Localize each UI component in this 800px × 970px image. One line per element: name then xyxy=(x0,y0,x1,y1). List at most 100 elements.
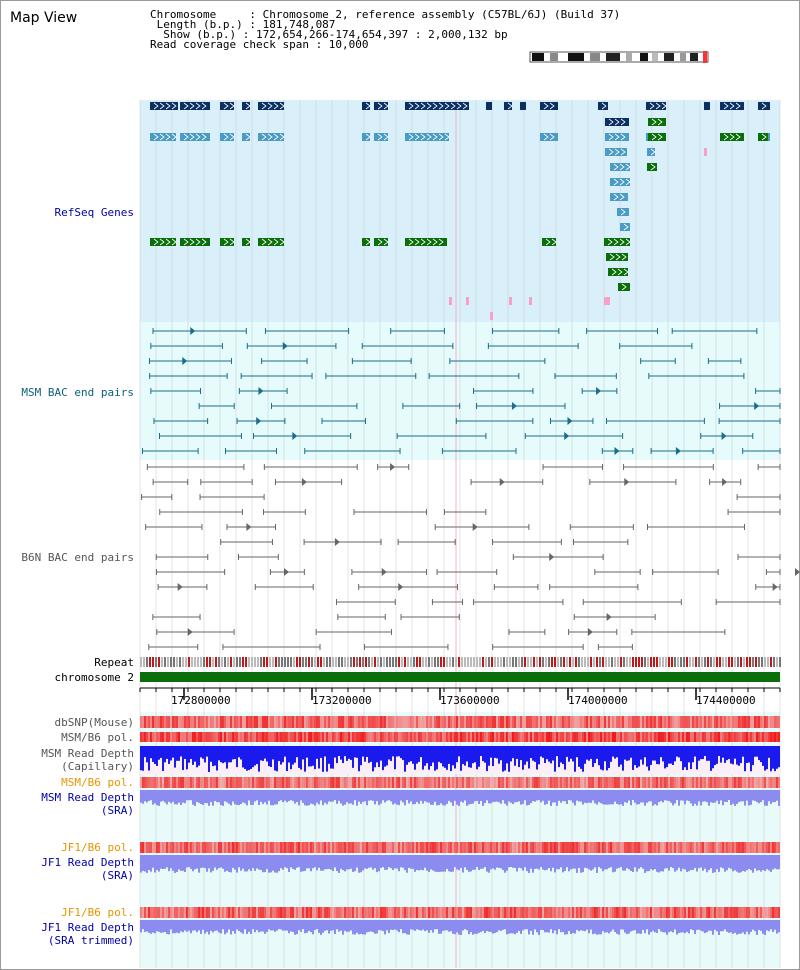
gene-feature[interactable] xyxy=(504,102,513,110)
bac-end-pair[interactable] xyxy=(238,387,288,395)
bac-end-pair[interactable] xyxy=(700,432,754,440)
gene-feature[interactable] xyxy=(150,238,177,246)
bac-end-pair[interactable] xyxy=(605,418,705,424)
gene-feature[interactable] xyxy=(598,102,608,110)
bac-end-pair[interactable] xyxy=(198,403,235,409)
gene-feature[interactable] xyxy=(758,133,768,141)
bac-end-pair[interactable] xyxy=(646,524,746,530)
chromosome-track[interactable] xyxy=(140,672,780,682)
gene-feature[interactable] xyxy=(610,178,631,186)
gene-feature[interactable] xyxy=(648,118,666,126)
bac-end-pair[interactable] xyxy=(470,478,544,486)
bac-end-pair[interactable] xyxy=(303,538,382,546)
bac-end-pair[interactable] xyxy=(473,388,534,394)
bac-end-pair[interactable] xyxy=(727,509,781,515)
bac-end-pair[interactable] xyxy=(573,613,656,621)
gene-feature[interactable] xyxy=(362,238,371,246)
bac-end-pair[interactable] xyxy=(755,388,781,394)
gene-feature[interactable] xyxy=(704,102,710,110)
bac-end-pair[interactable] xyxy=(149,373,228,379)
bac-end-pair[interactable] xyxy=(274,478,343,486)
gene-feature[interactable] xyxy=(605,133,629,141)
bac-end-pair[interactable] xyxy=(155,569,226,575)
bac-end-pair[interactable] xyxy=(200,479,253,485)
bac-end-pair[interactable] xyxy=(736,494,781,500)
bac-end-pair[interactable] xyxy=(153,418,209,424)
bac-end-pair[interactable] xyxy=(648,373,745,379)
bac-end-pair[interactable] xyxy=(240,373,313,379)
gene-feature[interactable] xyxy=(647,163,657,171)
bac-end-pair[interactable] xyxy=(715,599,781,605)
bac-end-pair[interactable] xyxy=(141,494,173,500)
gene-feature[interactable] xyxy=(258,133,285,141)
bac-end-pair[interactable] xyxy=(155,554,209,560)
bac-end-pair[interactable] xyxy=(264,328,350,334)
bac-end-pair[interactable] xyxy=(671,328,758,334)
gene-feature[interactable] xyxy=(720,102,744,110)
bac-end-pair[interactable] xyxy=(358,583,459,591)
bac-end-pair[interactable] xyxy=(640,358,676,364)
bac-end-pair[interactable] xyxy=(351,568,427,576)
gene-feature[interactable] xyxy=(605,118,629,126)
bac-end-pair[interactable] xyxy=(351,358,412,364)
gene-feature[interactable] xyxy=(150,133,177,141)
bac-end-pair[interactable] xyxy=(254,584,314,590)
bac-end-pair[interactable] xyxy=(473,599,564,605)
bac-end-pair[interactable] xyxy=(159,509,243,515)
bac-end-pair[interactable] xyxy=(512,553,604,561)
bac-end-pair[interactable] xyxy=(335,599,396,605)
bac-end-pair[interactable] xyxy=(554,373,617,379)
bac-end-pair[interactable] xyxy=(492,539,562,545)
bac-end-pair[interactable] xyxy=(363,644,449,650)
bac-end-pair[interactable] xyxy=(493,584,539,590)
chromosome-bar[interactable] xyxy=(140,672,780,682)
gene-feature[interactable] xyxy=(258,102,285,110)
gene-feature[interactable] xyxy=(610,163,631,171)
bac-end-pair[interactable] xyxy=(428,373,520,379)
bac-end-pair[interactable] xyxy=(152,614,201,620)
bac-end-pair[interactable] xyxy=(581,387,618,395)
bac-end-pair[interactable] xyxy=(226,523,276,531)
bac-end-pair[interactable] xyxy=(152,327,247,335)
bac-end-pair[interactable] xyxy=(594,569,641,575)
bac-end-pair[interactable] xyxy=(549,417,594,425)
bac-end-pair[interactable] xyxy=(148,357,233,365)
bac-end-pair[interactable] xyxy=(377,463,410,471)
gene-feature[interactable] xyxy=(405,133,450,141)
gene-feature[interactable] xyxy=(618,283,630,291)
bac-end-pair[interactable] xyxy=(718,418,781,424)
gene-feature[interactable] xyxy=(242,133,251,141)
bac-end-pair[interactable] xyxy=(321,418,366,424)
bac-end-pair[interactable] xyxy=(150,343,223,349)
bac-end-pair[interactable] xyxy=(487,343,579,349)
gene-feature[interactable] xyxy=(242,102,251,110)
bac-end-pair[interactable] xyxy=(337,614,386,620)
bac-end-pair[interactable] xyxy=(709,478,742,486)
bac-end-pair[interactable] xyxy=(542,464,604,470)
bac-end-pair[interactable] xyxy=(449,358,546,364)
bac-end-pair[interactable] xyxy=(156,628,235,636)
bac-end-pair[interactable] xyxy=(304,448,401,454)
bac-end-pair[interactable] xyxy=(158,433,242,439)
bac-end-pair[interactable] xyxy=(361,343,454,349)
msm-sra-depth[interactable] xyxy=(140,790,780,806)
gene-feature[interactable] xyxy=(242,238,251,246)
bac-end-pair[interactable] xyxy=(396,433,487,439)
bac-end-pair[interactable] xyxy=(152,479,189,485)
bac-end-pair[interactable] xyxy=(492,644,584,650)
bac-end-pair[interactable] xyxy=(315,629,393,635)
bac-end-pair[interactable] xyxy=(224,448,277,454)
heatmap-row[interactable] xyxy=(140,716,780,728)
bac-end-pair[interactable] xyxy=(707,358,742,364)
heatmap-row[interactable] xyxy=(140,777,780,788)
heatmap-row[interactable] xyxy=(140,732,780,742)
gene-feature[interactable] xyxy=(362,133,371,141)
gene-feature[interactable] xyxy=(540,102,558,110)
gene-feature[interactable] xyxy=(258,238,285,246)
bac-end-pair[interactable] xyxy=(742,448,781,454)
repeat-track[interactable] xyxy=(140,657,781,667)
bac-end-pair[interactable] xyxy=(508,629,546,635)
gene-feature[interactable] xyxy=(605,148,627,156)
bac-end-pair[interactable] xyxy=(157,583,208,591)
